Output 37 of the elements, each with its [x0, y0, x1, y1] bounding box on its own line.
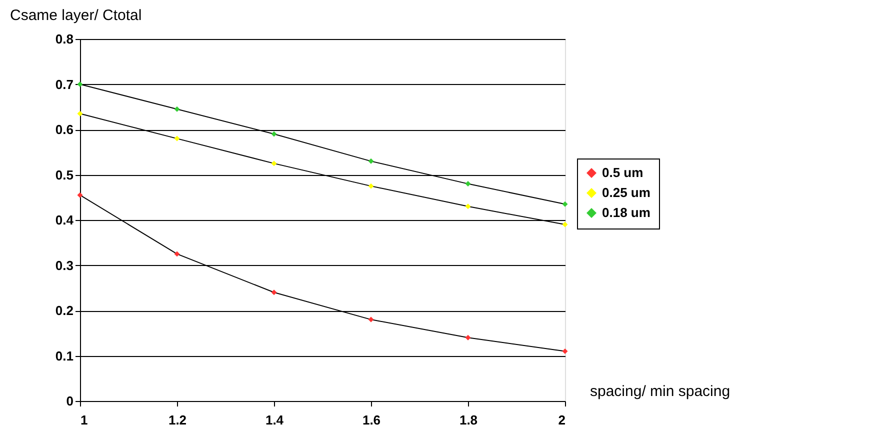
y-tick-label: 0.7	[55, 76, 74, 92]
x-tick-label: 1.2	[168, 412, 187, 428]
x-tick-label: 1.6	[362, 412, 381, 428]
y-tick-label: 0.4	[55, 212, 74, 228]
point	[562, 222, 568, 228]
y-tick-label: 0.2	[55, 303, 74, 318]
y-tick-label: 0.5	[55, 167, 74, 182]
point	[174, 251, 180, 257]
point	[562, 348, 568, 354]
point	[77, 192, 83, 198]
y-tick-label: 0.3	[55, 258, 74, 273]
legend-label: 0.5 um	[602, 164, 644, 180]
x-axis-title: spacing/ min spacing	[590, 383, 730, 400]
point	[368, 158, 374, 164]
legend-label: 0.25 um	[602, 184, 650, 200]
point	[77, 110, 83, 116]
y-tick-label: 0	[66, 394, 74, 408]
point	[271, 131, 277, 137]
x-tick-label: 1.4	[265, 412, 284, 428]
point	[368, 316, 374, 322]
point	[368, 183, 374, 189]
x-tick-label: 1	[80, 412, 88, 428]
point	[271, 290, 277, 296]
point	[174, 136, 180, 142]
point	[271, 160, 277, 166]
y-tick-label: 0.8	[55, 32, 74, 46]
y-axis-title: Csame layer/ Ctotal	[10, 7, 142, 24]
point	[174, 106, 180, 112]
x-tick-label: 1.8	[459, 412, 478, 428]
point	[465, 204, 471, 210]
point	[465, 181, 471, 187]
y-tick-label: 0.1	[55, 348, 74, 364]
legend-label: 0.18 um	[602, 204, 650, 220]
y-tick-label: 0.6	[55, 122, 74, 137]
point	[562, 201, 568, 207]
point	[465, 334, 471, 340]
x-tick-label: 2	[558, 412, 566, 428]
